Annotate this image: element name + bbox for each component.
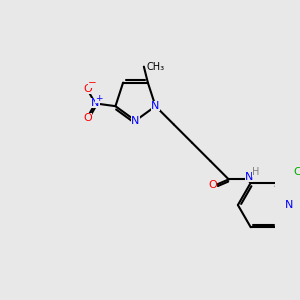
Text: N: N <box>245 172 253 182</box>
Text: Cl: Cl <box>294 167 300 177</box>
Text: O: O <box>84 84 92 94</box>
Text: O: O <box>208 180 217 190</box>
Text: −: − <box>88 78 97 88</box>
Text: N: N <box>151 101 160 111</box>
Text: CH₃: CH₃ <box>147 61 165 72</box>
Text: +: + <box>95 94 103 103</box>
Text: H: H <box>252 167 259 177</box>
Text: N: N <box>91 98 100 108</box>
Text: N: N <box>131 116 140 126</box>
Text: O: O <box>84 113 92 123</box>
Text: N: N <box>285 200 293 210</box>
